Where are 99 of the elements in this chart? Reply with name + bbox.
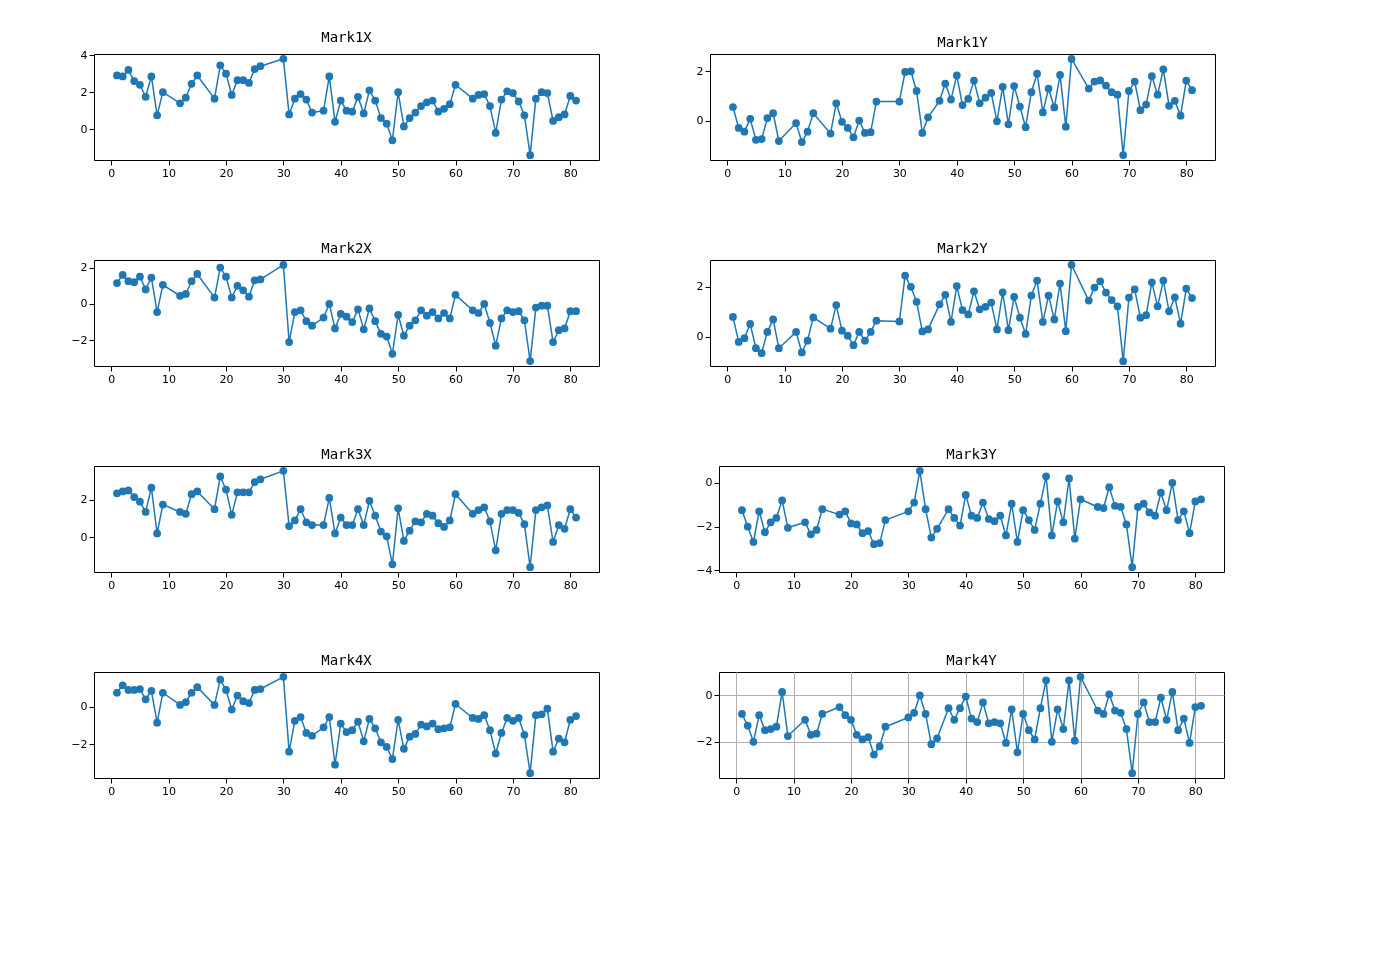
y-tick-label: 4 [80, 48, 88, 62]
x-tick-label: 20 [835, 166, 850, 180]
chart-title: Mark4Y [946, 652, 998, 668]
x-tick-label: 40 [334, 578, 349, 592]
x-tick-label: 80 [563, 784, 578, 798]
x-tick-label: 10 [787, 578, 802, 592]
x-tick-label: 20 [219, 578, 234, 592]
y-tick-label: 0 [696, 114, 704, 128]
x-tick-label: 80 [1188, 578, 1203, 592]
x-tick-label: 80 [1179, 372, 1194, 386]
x-tick-label: 20 [844, 784, 859, 798]
x-tick-label: 10 [162, 578, 177, 592]
chart-title: Mark4X [321, 652, 373, 668]
x-tick-label: 80 [563, 166, 578, 180]
y-tick-label: −2 [696, 735, 713, 749]
y-tick-label: −2 [71, 333, 88, 347]
x-tick-label: 40 [334, 166, 349, 180]
x-tick-label: 10 [778, 372, 793, 386]
y-tick-label: 0 [705, 476, 713, 490]
x-tick-label: 60 [1074, 578, 1089, 592]
x-tick-label: 0 [733, 784, 741, 798]
x-tick-label: 50 [391, 578, 406, 592]
x-tick-label: 0 [724, 166, 732, 180]
x-tick-label: 50 [391, 784, 406, 798]
x-tick-label: 10 [787, 784, 802, 798]
x-tick-label: 40 [959, 784, 974, 798]
chart-title: Mark2Y [937, 240, 989, 256]
y-tick-label: 2 [696, 64, 704, 78]
x-tick-label: 10 [162, 784, 177, 798]
y-tick-label: 2 [80, 85, 88, 99]
x-tick-label: 70 [506, 784, 521, 798]
x-tick-label: 50 [1007, 372, 1022, 386]
x-tick-label: 30 [892, 166, 907, 180]
x-tick-label: 0 [733, 578, 741, 592]
chart-title: Mark3X [321, 446, 373, 462]
chart-title: Mark1X [321, 29, 373, 46]
y-tick-label: −4 [696, 563, 713, 577]
y-tick-label: 0 [80, 530, 88, 544]
x-tick-label: 50 [391, 372, 406, 386]
x-tick-label: 10 [778, 166, 793, 180]
x-tick-label: 70 [506, 372, 521, 386]
y-tick-label: 0 [80, 297, 88, 311]
x-tick-label: 70 [1122, 372, 1137, 386]
x-tick-label: 50 [1016, 578, 1031, 592]
x-tick-label: 10 [162, 372, 177, 386]
x-tick-label: 20 [219, 166, 234, 180]
x-tick-label: 20 [219, 372, 234, 386]
x-tick-label: 70 [506, 578, 521, 592]
x-tick-label: 60 [1074, 784, 1089, 798]
y-tick-label: 0 [80, 700, 88, 714]
x-tick-label: 80 [1188, 784, 1203, 798]
y-tick-label: 2 [80, 261, 88, 275]
x-tick-label: 40 [334, 372, 349, 386]
x-tick-label: 40 [959, 578, 974, 592]
x-tick-label: 30 [901, 578, 916, 592]
x-tick-label: 50 [391, 166, 406, 180]
x-tick-label: 60 [449, 166, 464, 180]
x-tick-label: 60 [449, 784, 464, 798]
x-tick-label: 50 [1016, 784, 1031, 798]
chart-title: Mark1Y [937, 34, 989, 50]
x-tick-label: 0 [108, 372, 116, 386]
x-tick-label: 60 [449, 372, 464, 386]
x-tick-label: 20 [835, 372, 850, 386]
x-tick-label: 0 [108, 578, 116, 592]
x-tick-label: 60 [449, 578, 464, 592]
x-tick-label: 30 [276, 578, 291, 592]
x-tick-label: 40 [334, 784, 349, 798]
x-tick-label: 30 [276, 372, 291, 386]
y-tick-label: −2 [71, 737, 88, 751]
x-tick-label: 70 [1131, 578, 1146, 592]
x-tick-label: 60 [1065, 166, 1080, 180]
x-tick-label: 20 [219, 784, 234, 798]
x-tick-label: 20 [844, 578, 859, 592]
y-tick-label: 0 [80, 122, 88, 136]
x-tick-label: 80 [563, 578, 578, 592]
x-tick-label: 0 [108, 166, 116, 180]
x-tick-label: 0 [108, 784, 116, 798]
x-tick-label: 10 [162, 166, 177, 180]
x-tick-label: 40 [950, 372, 965, 386]
x-tick-label: 80 [1179, 166, 1194, 180]
x-tick-label: 70 [1131, 784, 1146, 798]
x-tick-label: 60 [1065, 372, 1080, 386]
x-tick-label: 30 [892, 372, 907, 386]
x-tick-label: 30 [276, 166, 291, 180]
x-tick-label: 70 [1122, 166, 1137, 180]
y-tick-label: 0 [705, 688, 713, 702]
x-tick-label: 80 [563, 372, 578, 386]
chart-title: Mark2X [321, 240, 373, 256]
y-tick-label: −2 [696, 520, 713, 534]
x-tick-label: 40 [950, 166, 965, 180]
y-tick-label: 2 [80, 493, 88, 507]
x-tick-label: 30 [901, 784, 916, 798]
y-tick-label: 2 [696, 280, 704, 294]
x-tick-label: 0 [724, 372, 732, 386]
x-tick-label: 50 [1007, 166, 1022, 180]
x-tick-label: 70 [506, 166, 521, 180]
chart-title: Mark3Y [946, 446, 998, 462]
x-tick-label: 30 [276, 784, 291, 798]
y-tick-label: 0 [696, 330, 704, 344]
